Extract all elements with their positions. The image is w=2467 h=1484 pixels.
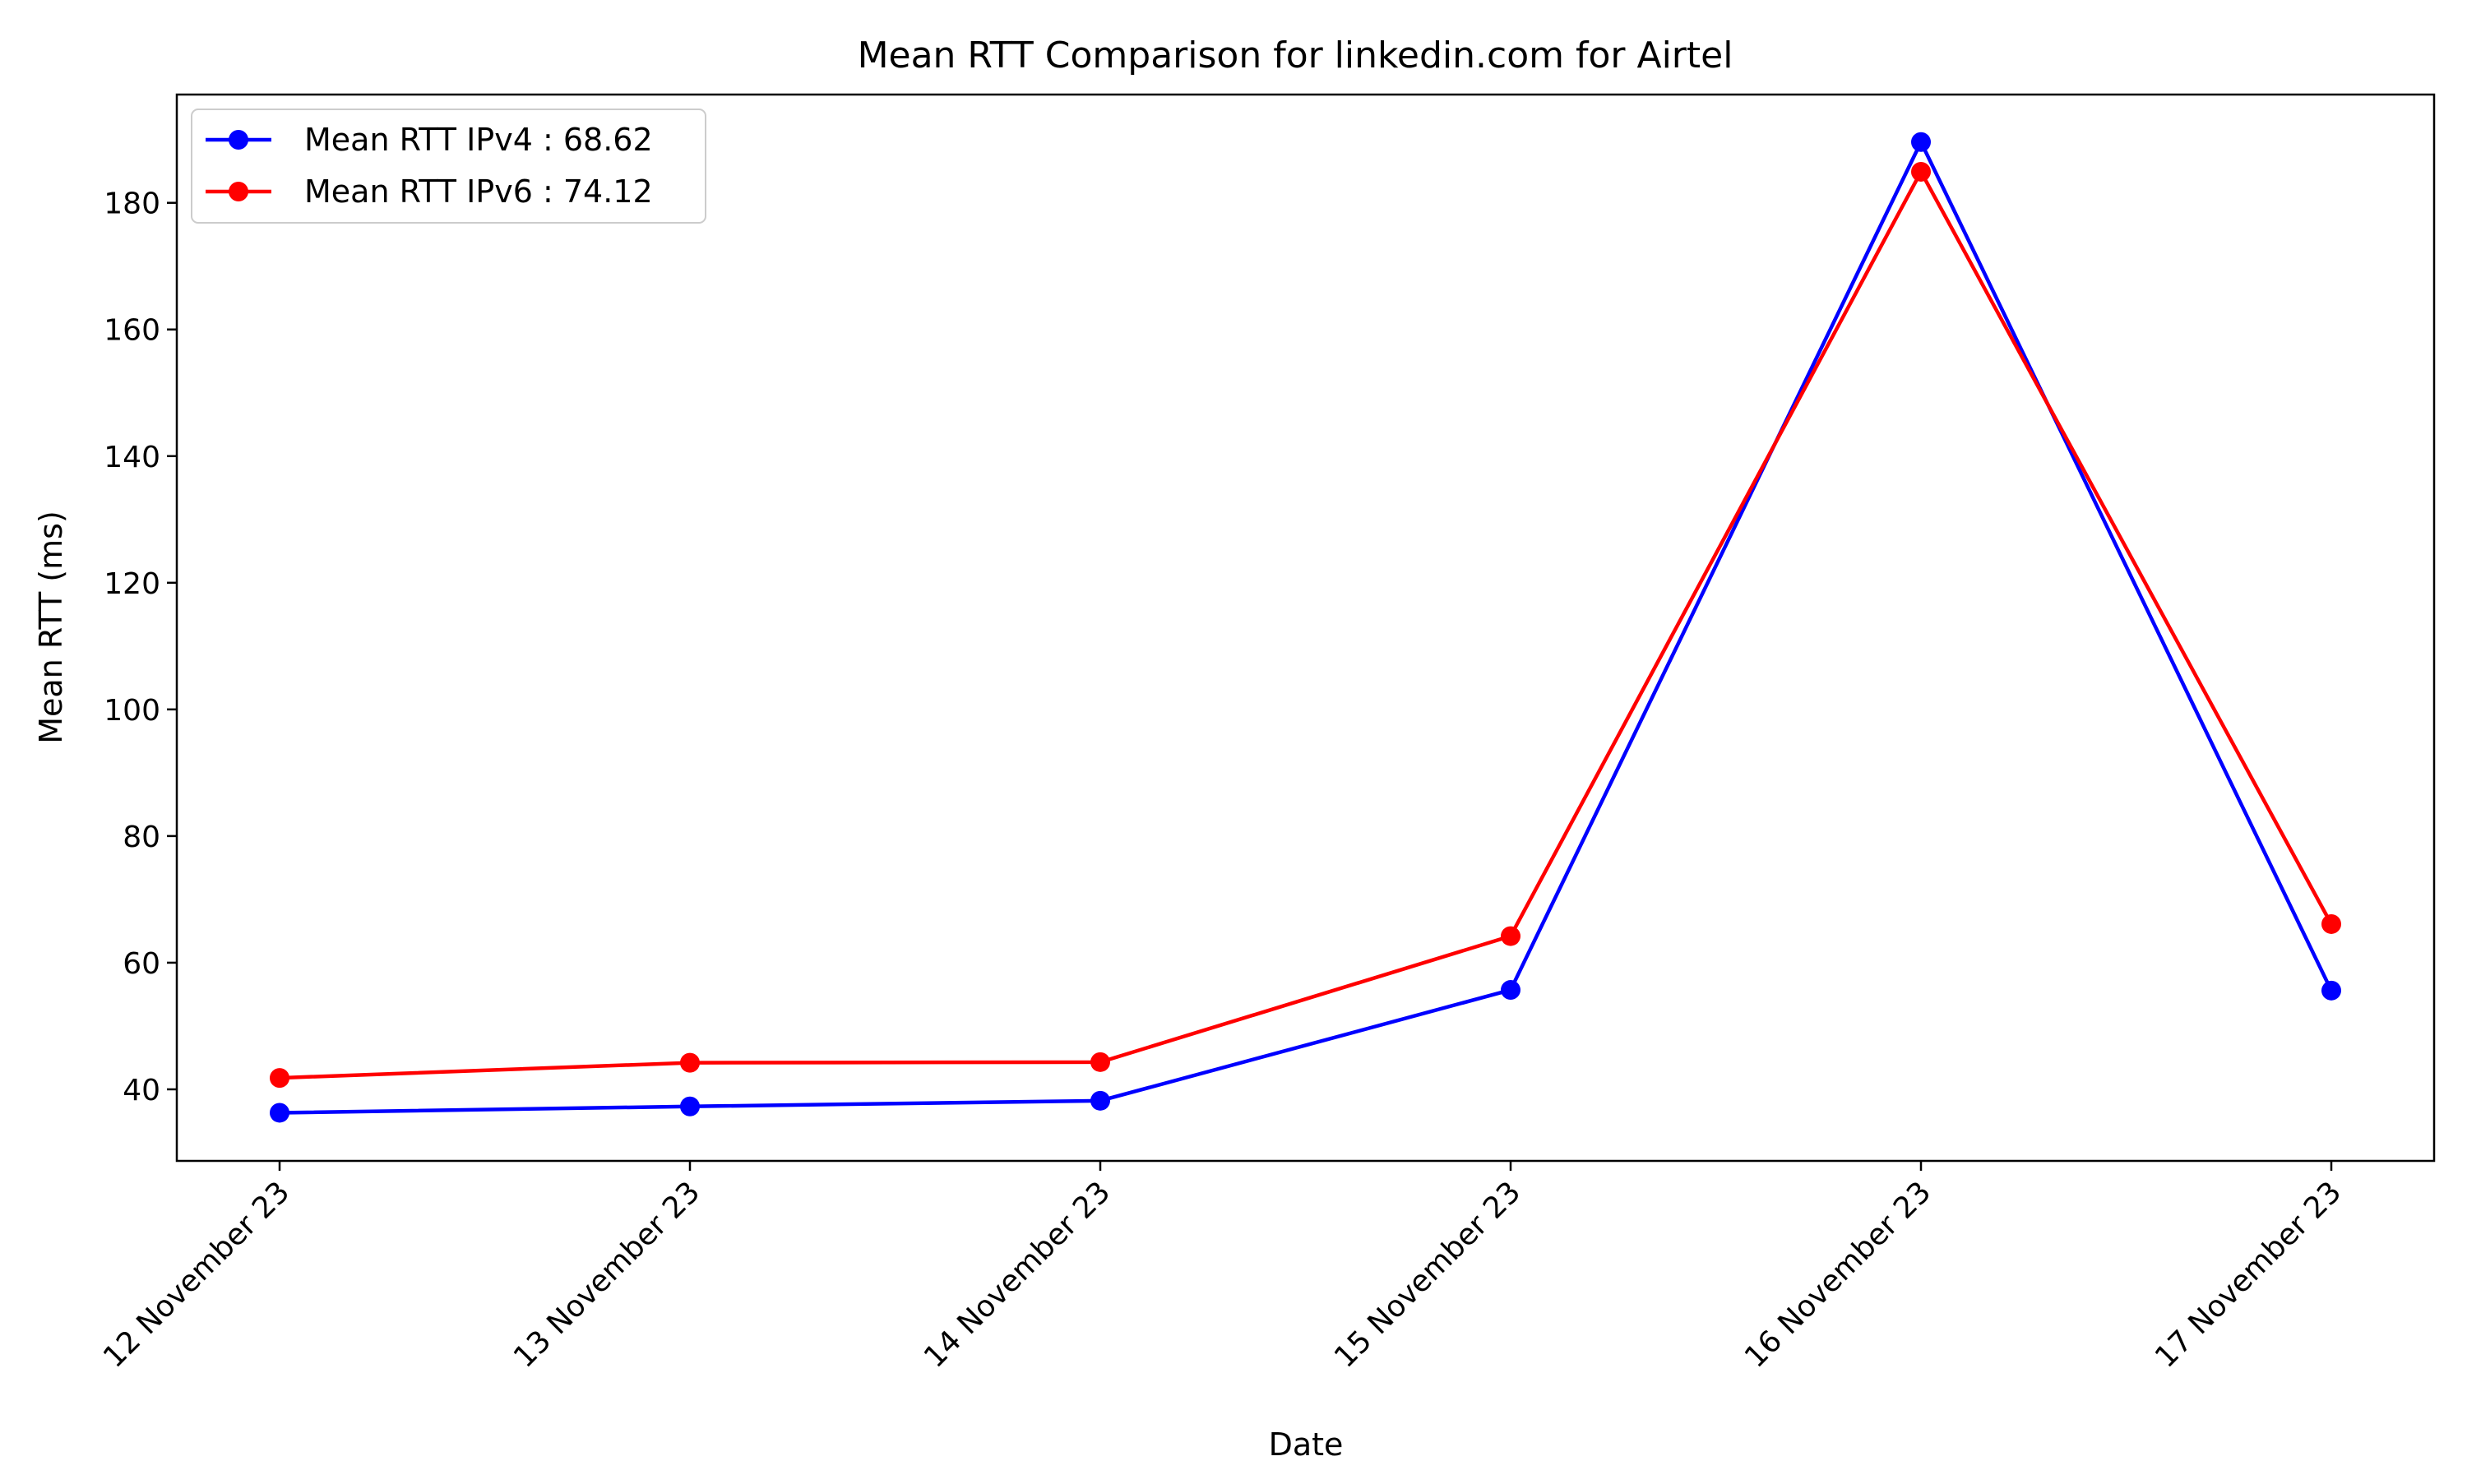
data-point-ipv6 xyxy=(1501,926,1520,946)
chart-title: Mean RTT Comparison for linkedin.com for… xyxy=(858,35,1733,76)
data-point-ipv4 xyxy=(270,1103,289,1123)
data-point-ipv4 xyxy=(2321,980,2341,1001)
y-tick-label: 100 xyxy=(104,694,160,728)
legend-box xyxy=(191,109,706,224)
plot-frame xyxy=(175,93,2436,1163)
data-point-ipv6 xyxy=(1911,161,1931,182)
x-tick-label: 17 November 23 xyxy=(2149,1175,2348,1374)
y-tick-label: 140 xyxy=(104,441,160,474)
legend-marker xyxy=(229,130,248,150)
y-tick-label: 160 xyxy=(104,314,160,348)
data-point-ipv4 xyxy=(1911,132,1931,152)
plot-area xyxy=(270,132,2341,1123)
data-point-ipv4 xyxy=(1090,1090,1110,1111)
data-point-ipv6 xyxy=(1090,1052,1110,1072)
data-point-ipv4 xyxy=(1501,980,1520,1001)
x-tick-label: 12 November 23 xyxy=(97,1175,296,1374)
y-tick-label: 60 xyxy=(123,947,160,981)
legend-label: Mean RTT IPv6 : 74.12 xyxy=(304,173,653,210)
y-tick-label: 120 xyxy=(104,567,160,601)
legend-marker xyxy=(229,182,248,201)
legend-label: Mean RTT IPv4 : 68.62 xyxy=(304,122,653,158)
y-axis-label: Mean RTT (ms) xyxy=(33,511,69,744)
legend: Mean RTT IPv4 : 68.62 Mean RTT IPv6 : 74.… xyxy=(191,109,706,224)
x-tick-label: 13 November 23 xyxy=(507,1175,706,1374)
series-line-ipv6 xyxy=(279,169,2333,1080)
data-point-ipv6 xyxy=(270,1068,289,1089)
x-tick-label: 14 November 23 xyxy=(918,1175,1117,1374)
x-tick-label: 15 November 23 xyxy=(1328,1175,1527,1374)
y-tick-label: 40 xyxy=(123,1074,160,1107)
data-point-ipv6 xyxy=(680,1052,700,1073)
data-point-ipv6 xyxy=(2321,913,2341,934)
y-tick-label: 80 xyxy=(123,821,160,854)
data-point-ipv4 xyxy=(680,1096,700,1116)
axes: 40 60 80 100 120 140 160 180 12 November 23 13 No… xyxy=(97,187,2348,1375)
x-tick-label: 16 November 23 xyxy=(1738,1175,1937,1374)
x-axis-label: Date xyxy=(1269,1426,1344,1463)
series-line-ipv4 xyxy=(279,140,2334,1115)
y-tick-label: 180 xyxy=(104,187,160,221)
